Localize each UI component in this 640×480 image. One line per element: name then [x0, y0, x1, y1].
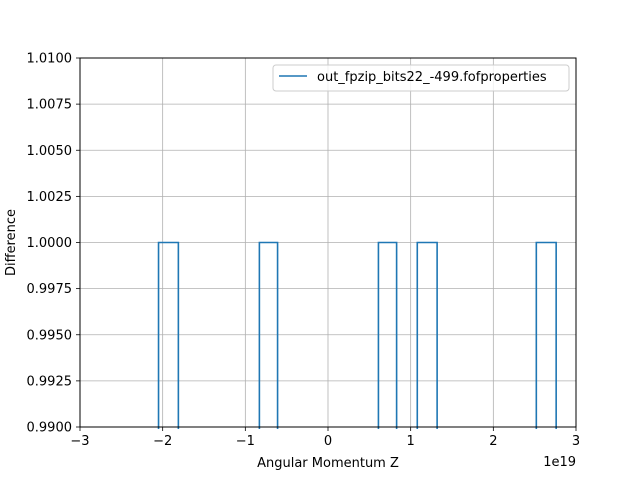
y-axis-label: Difference: [4, 209, 19, 276]
x-tick-label: 3: [572, 434, 580, 449]
y-tick-label: 1.0075: [27, 98, 73, 113]
y-tick-label: 0.9975: [27, 282, 73, 297]
y-tick-label: 1.0050: [27, 144, 73, 159]
step-segment: [377, 241, 398, 429]
series-layer: [157, 241, 557, 429]
y-tick-label: 1.0000: [27, 236, 73, 251]
x-axis-label: Angular Momentum Z: [257, 456, 399, 471]
step-segment: [258, 241, 279, 429]
x-ticks: −3 −2 −1 0 1 2 3: [70, 427, 580, 449]
y-tick-label: 0.9900: [27, 421, 73, 436]
step-segment: [157, 241, 180, 429]
x-tick-label: 1: [407, 434, 415, 449]
legend: out_fpzip_bits22_-499.fofproperties: [272, 64, 570, 92]
legend-label: out_fpzip_bits22_-499.fofproperties: [317, 70, 547, 85]
y-tick-label: 0.9925: [27, 374, 73, 389]
x-tick-label: −2: [153, 434, 172, 449]
step-segment: [535, 241, 557, 429]
x-tick-label: 0: [324, 434, 332, 449]
x-tick-label: 2: [489, 434, 497, 449]
x-tick-label: −1: [236, 434, 255, 449]
y-tick-label: 1.0025: [27, 190, 73, 205]
y-ticks: 0.9900 0.9925 0.9950 0.9975 1.0000 1.0025 1.00…: [27, 52, 80, 436]
legend-box: [272, 64, 570, 92]
x-offset-label: 1e19: [543, 455, 576, 470]
y-tick-label: 1.0100: [27, 52, 73, 67]
x-tick-label: −3: [70, 434, 89, 449]
step-segment: [416, 241, 438, 429]
y-tick-label: 0.9950: [27, 328, 73, 343]
